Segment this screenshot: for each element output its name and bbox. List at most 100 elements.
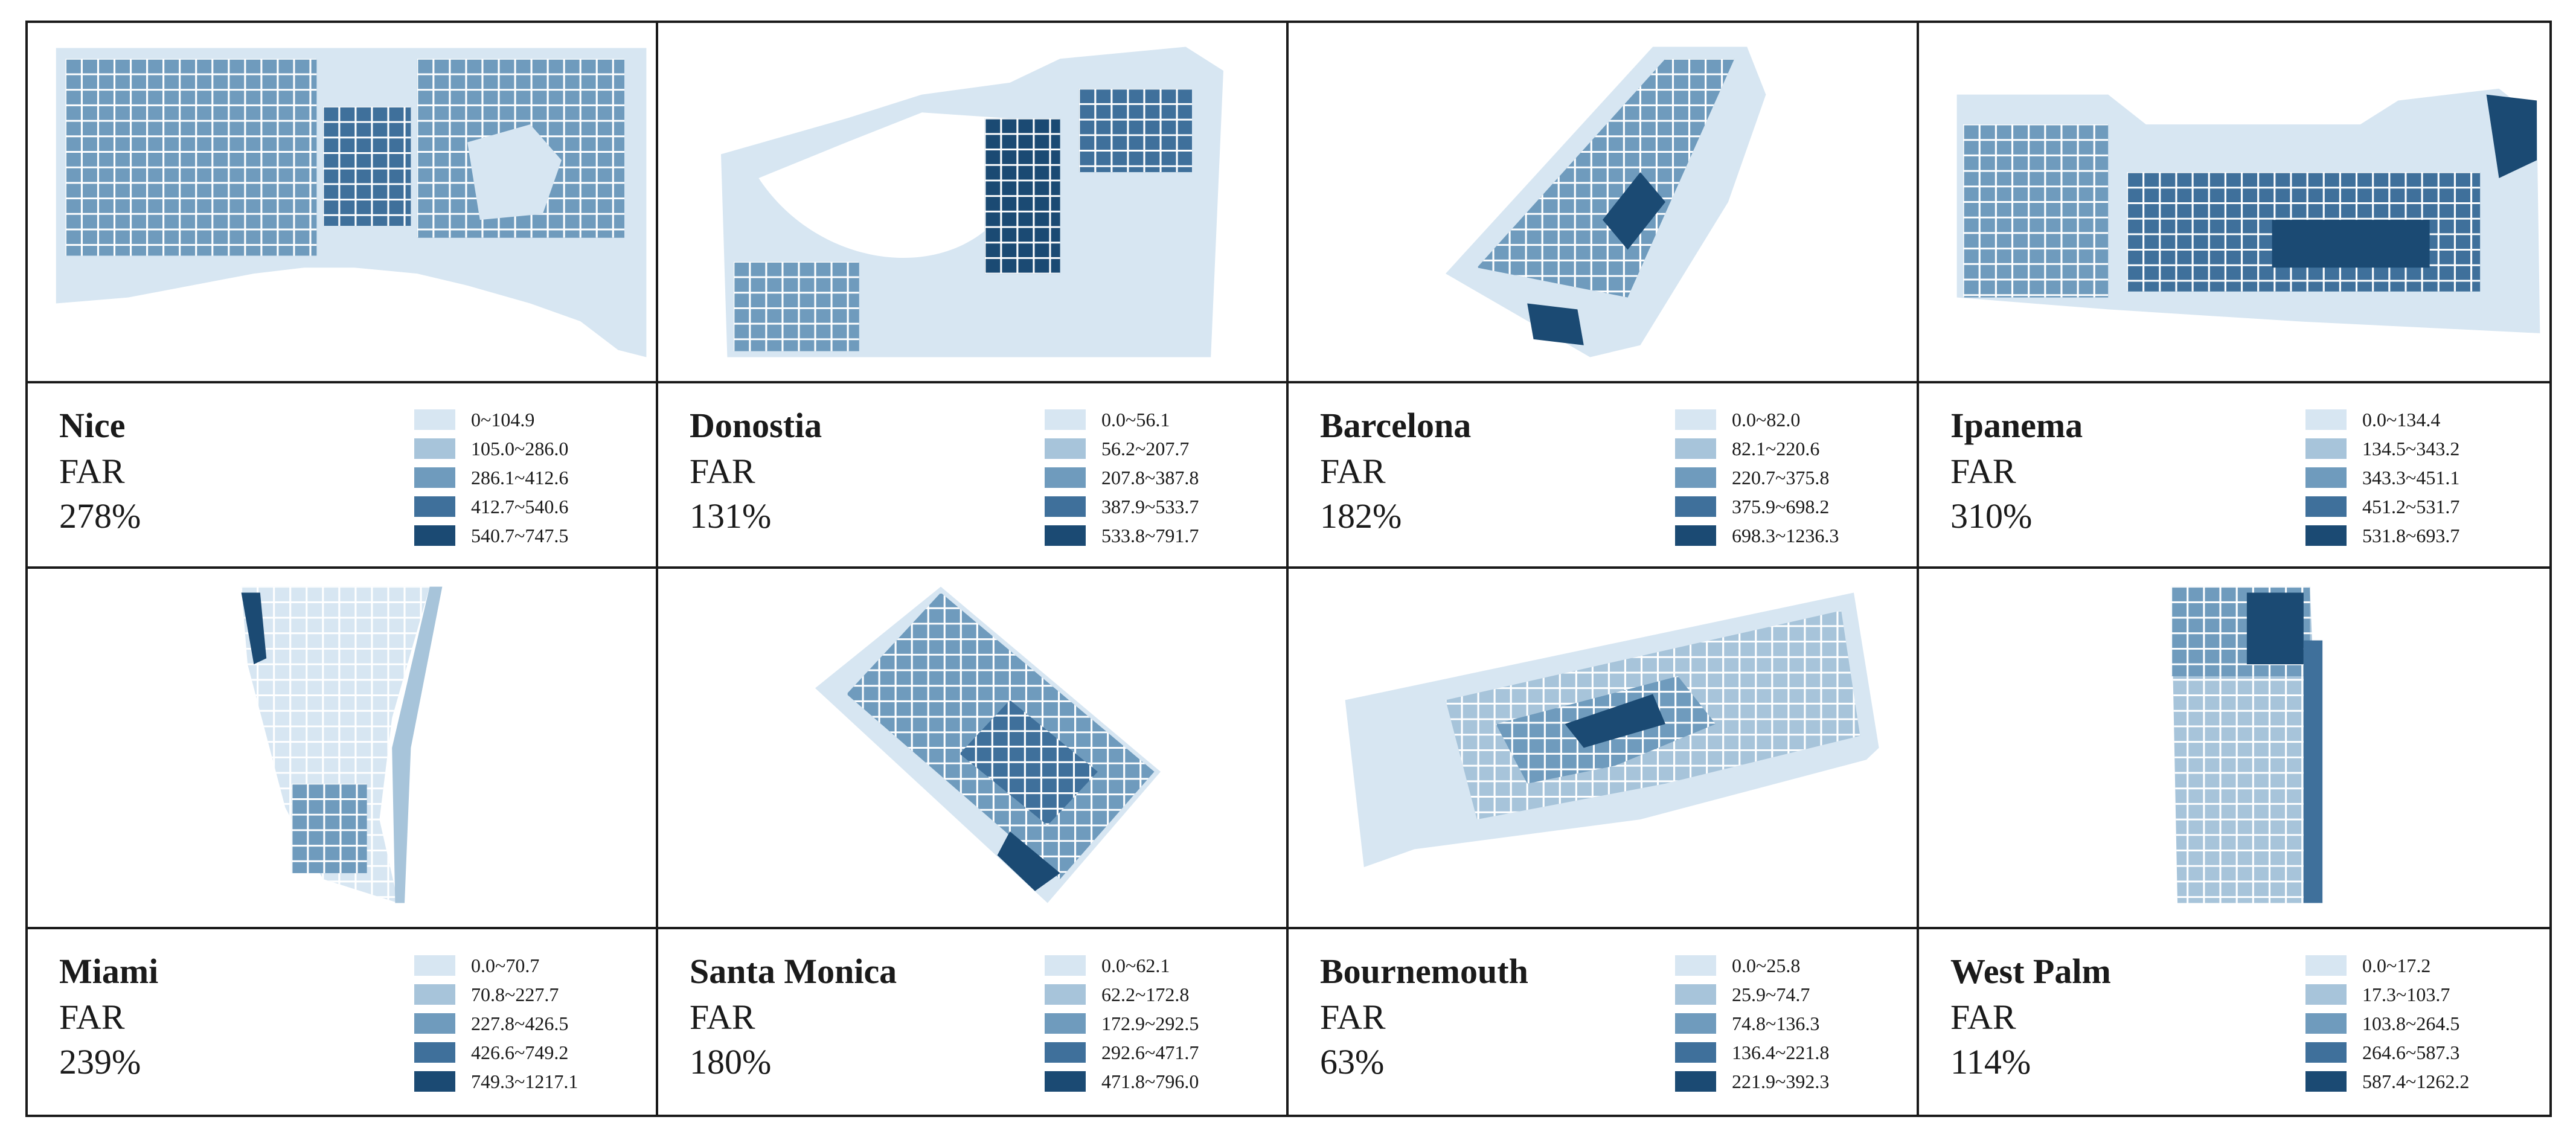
- map-ipanema-blocks-west: [1963, 124, 2109, 298]
- legend-swatch: [2305, 1013, 2347, 1034]
- legend-item: 227.8~426.5: [414, 1010, 578, 1037]
- map-nice-svg: [56, 48, 647, 357]
- panel-nice: Nice FAR 278% 0~104.9 105.0~286.0 286.1~…: [28, 23, 658, 569]
- legend: 0.0~25.8 25.9~74.7 74.8~136.3 136.4~221.…: [1675, 952, 1829, 1097]
- far-map-grid: Nice FAR 278% 0~104.9 105.0~286.0 286.1~…: [25, 21, 2552, 1117]
- map-nice-blocks-core: [65, 59, 317, 256]
- city-name: West Palm: [1950, 952, 2111, 991]
- legend-range: 25.9~74.7: [1732, 983, 1810, 1005]
- map-miami-svg: [241, 586, 443, 903]
- legend-range: 343.3~451.1: [2362, 466, 2460, 488]
- legend-swatch: [2305, 1071, 2347, 1092]
- legend-item: 70.8~227.7: [414, 981, 578, 1008]
- legend-item: 172.9~292.5: [1045, 1010, 1199, 1037]
- legend-range: 56.2~207.7: [1101, 437, 1190, 460]
- far-value: 239%: [59, 1042, 141, 1081]
- panel-donostia: Donostia FAR 131% 0.0~56.1 56.2~207.7 20…: [658, 23, 1289, 569]
- legend-range: 0.0~56.1: [1101, 408, 1170, 431]
- panel-barcelona: Barcelona FAR 182% 0.0~82.0 82.1~220.6 2…: [1289, 23, 1919, 569]
- legend-swatch: [414, 1071, 455, 1092]
- legend-swatch: [2305, 438, 2347, 459]
- far-value: 131%: [690, 496, 772, 536]
- legend-item: 749.3~1217.1: [414, 1068, 578, 1095]
- legend-range: 540.7~747.5: [471, 524, 569, 546]
- far-label: FAR: [1320, 452, 1386, 491]
- legend-range: 264.6~587.3: [2362, 1041, 2460, 1063]
- legend-item: 471.8~796.0: [1045, 1068, 1199, 1095]
- map-miami-beach: [392, 586, 443, 903]
- city-name: Donostia: [690, 406, 822, 445]
- map-miami-base: [241, 586, 430, 903]
- legend-swatch: [1045, 984, 1086, 1005]
- legend-swatch: [1675, 1042, 1716, 1063]
- legend-item: 0.0~82.0: [1675, 406, 1839, 433]
- legend-item: 412.7~540.6: [414, 493, 568, 520]
- legend-range: 698.3~1236.3: [1732, 524, 1839, 546]
- legend-swatch: [414, 525, 455, 546]
- legend: 0.0~134.4 134.5~343.2 343.3~451.1 451.2~…: [2305, 406, 2459, 551]
- legend-swatch: [2305, 409, 2347, 430]
- legend-item: 221.9~392.3: [1675, 1068, 1829, 1095]
- legend-range: 0.0~82.0: [1732, 408, 1801, 431]
- legend-swatch: [2305, 525, 2347, 546]
- legend-range: 531.8~693.7: [2362, 524, 2460, 546]
- map-bournemouth-svg: [1345, 592, 1879, 868]
- legend-swatch: [1675, 1013, 1716, 1034]
- map-donostia-svg: [721, 46, 1223, 357]
- legend-range: 286.1~412.6: [471, 466, 569, 488]
- map-miami: [28, 569, 656, 929]
- map-barcelona-blocks-dense: [1603, 172, 1665, 250]
- legend-item: 587.4~1262.2: [2305, 1068, 2469, 1095]
- map-donostia-blocks-east: [1078, 88, 1192, 173]
- map-miami-west-edge: [241, 592, 267, 665]
- map-west-palm-blocks-core: [2246, 592, 2304, 665]
- city-name: Nice: [59, 406, 126, 445]
- city-name: Bournemouth: [1320, 952, 1528, 991]
- legend-swatch: [414, 955, 455, 976]
- legend-item: 82.1~220.6: [1675, 435, 1839, 462]
- legend-range: 451.2~531.7: [2362, 495, 2460, 517]
- legend-swatch: [1045, 467, 1086, 488]
- map-santa-monica-blocks-south: [997, 831, 1060, 891]
- legend-range: 387.9~533.7: [1101, 495, 1199, 517]
- legend-range: 0.0~134.4: [2362, 408, 2441, 431]
- city-name: Ipanema: [1950, 406, 2083, 445]
- legend: 0.0~70.7 70.8~227.7 227.8~426.5 426.6~74…: [414, 952, 578, 1097]
- legend-item: 105.0~286.0: [414, 435, 568, 462]
- legend-range: 375.9~698.2: [1732, 495, 1830, 517]
- legend-item: 0.0~134.4: [2305, 406, 2459, 433]
- map-west-palm-waterfront: [2303, 640, 2323, 903]
- legend-item: 533.8~791.7: [1045, 522, 1199, 549]
- map-donostia: [658, 23, 1286, 383]
- legend-range: 227.8~426.5: [471, 1012, 569, 1034]
- far-value: 278%: [59, 496, 141, 536]
- street-grid: [322, 106, 411, 226]
- legend-swatch: [414, 467, 455, 488]
- legend-swatch: [2305, 955, 2347, 976]
- legend-swatch: [1675, 409, 1716, 430]
- legend-swatch: [1675, 525, 1716, 546]
- legend-item: 387.9~533.7: [1045, 493, 1199, 520]
- legend-range: 412.7~540.6: [471, 495, 569, 517]
- map-ipanema: [1919, 23, 2549, 383]
- legend-swatch: [1675, 1071, 1716, 1092]
- legend-item: 343.3~451.1: [2305, 464, 2459, 491]
- legend: 0.0~62.1 62.2~172.8 172.9~292.5 292.6~47…: [1045, 952, 1199, 1097]
- legend-range: 74.8~136.3: [1732, 1012, 1820, 1034]
- legend-swatch: [1045, 955, 1086, 976]
- panel-ipanema: Ipanema FAR 310% 0.0~134.4 134.5~343.2 3…: [1919, 23, 2549, 569]
- legend-swatch: [2305, 496, 2347, 517]
- legend-range: 172.9~292.5: [1101, 1012, 1199, 1034]
- legend-item: 74.8~136.3: [1675, 1010, 1829, 1037]
- legend-swatch: [2305, 467, 2347, 488]
- map-nice-blocks-mid: [322, 106, 411, 226]
- legend-range: 207.8~387.8: [1101, 466, 1199, 488]
- legend-swatch: [1675, 467, 1716, 488]
- far-label: FAR: [690, 452, 755, 491]
- legend-range: 70.8~227.7: [471, 983, 559, 1005]
- legend-item: 62.2~172.8: [1045, 981, 1199, 1008]
- legend-item: 292.6~471.7: [1045, 1039, 1199, 1066]
- legend: 0.0~56.1 56.2~207.7 207.8~387.8 387.9~53…: [1045, 406, 1199, 551]
- map-west-palm: [1919, 569, 2549, 929]
- legend-swatch: [414, 1042, 455, 1063]
